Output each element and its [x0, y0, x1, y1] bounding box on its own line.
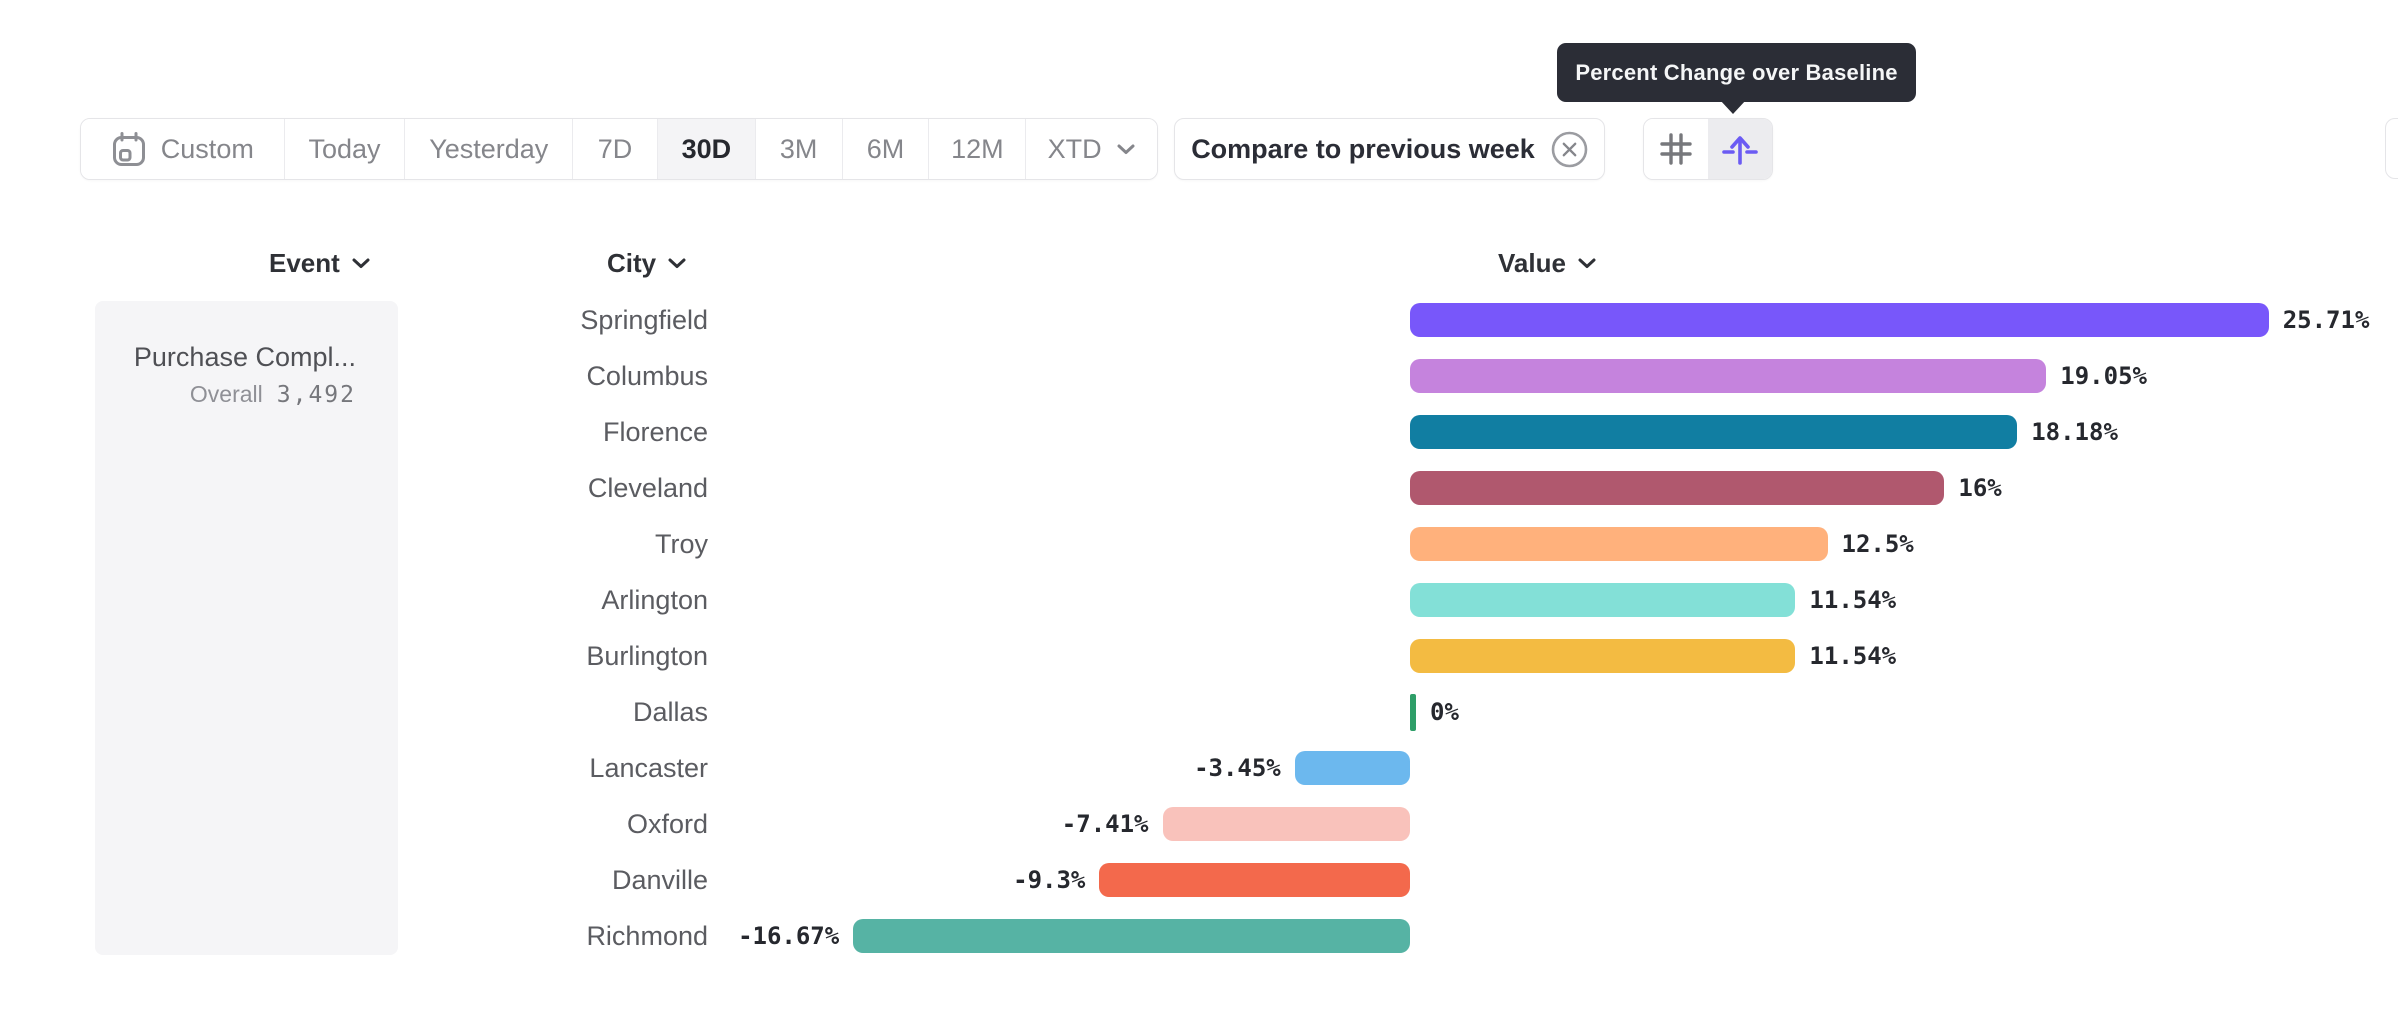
city-label: Danville — [611, 865, 708, 895]
hash-icon — [1657, 130, 1695, 168]
column-header-label: Value — [1498, 247, 1566, 278]
chevron-down-icon — [1577, 257, 1597, 269]
clipped-toolbar-button[interactable] — [2385, 118, 2398, 179]
date-range-label: 3M — [779, 133, 818, 164]
table-row: Burlington 11.54% — [0, 628, 2398, 684]
date-range-label: 6M — [866, 133, 905, 164]
value-label: 18.18% — [2031, 418, 2118, 446]
date-range-custom[interactable]: Custom — [81, 119, 285, 179]
value-bar[interactable] — [1410, 583, 1796, 617]
value-label: 12.5% — [1841, 530, 1914, 558]
value-label: -3.45% — [1194, 754, 1281, 782]
date-range-12m[interactable]: 12M — [929, 119, 1027, 179]
date-range-3m[interactable]: 3M — [755, 119, 843, 179]
event-title: Purchase Compl... — [133, 342, 356, 372]
city-label: Columbus — [586, 361, 708, 391]
value-bar[interactable] — [1162, 807, 1410, 841]
value-label: 0% — [1430, 698, 1459, 726]
column-header-label: City — [607, 247, 657, 278]
chevron-down-icon — [351, 257, 371, 269]
date-range-xtd[interactable]: XTD — [1026, 119, 1157, 179]
date-range-toolbar: Custom Today Yesterday 7D 30D 3M 6M 12M XTD — [80, 118, 1158, 180]
table-row: Cleveland 16% — [0, 460, 2398, 516]
column-header-event[interactable]: Event — [269, 246, 371, 280]
value-label: 11.54% — [1809, 586, 1897, 614]
value-label: -7.41% — [1061, 810, 1149, 838]
column-header-city[interactable]: City — [607, 246, 687, 280]
table-row: Richmond -16.67% — [0, 908, 2398, 964]
value-bar[interactable] — [1410, 471, 1945, 505]
grid-values-button[interactable] — [1644, 119, 1708, 179]
view-toggle-group — [1643, 118, 1773, 180]
value-bar[interactable] — [1294, 751, 1410, 785]
chevron-down-icon — [667, 257, 687, 269]
circle-x-icon[interactable] — [1551, 131, 1588, 168]
city-label: Cleveland — [587, 473, 708, 503]
table-row: Dallas 0% — [0, 684, 2398, 740]
date-range-30d[interactable]: 30D — [657, 119, 756, 179]
value-bar[interactable] — [1410, 415, 2018, 449]
overall-label: Overall — [189, 381, 263, 407]
value-label: -16.67% — [738, 922, 840, 950]
city-label: Dallas — [632, 697, 708, 727]
column-header-value[interactable]: Value — [1498, 246, 1597, 280]
overall-value: 3,492 — [276, 382, 356, 408]
value-label: 19.05% — [2060, 362, 2147, 390]
table-row: Oxford -7.41% — [0, 796, 2398, 852]
date-range-label: 7D — [597, 133, 633, 164]
city-label: Troy — [655, 529, 708, 559]
value-bar[interactable] — [1410, 359, 2047, 393]
table-row: Springfield 25.71% — [0, 292, 2398, 348]
date-range-label: Custom — [160, 133, 254, 164]
table-row: Florence 18.18% — [0, 404, 2398, 460]
value-bar[interactable] — [853, 919, 1410, 953]
compare-chip-label: Compare to previous week — [1191, 133, 1535, 164]
date-range-6m[interactable]: 6M — [842, 119, 930, 179]
date-range-7d[interactable]: 7D — [573, 119, 658, 179]
table-row: Columbus 19.05% — [0, 348, 2398, 404]
date-range-label: Today — [308, 133, 381, 164]
value-bar[interactable] — [1410, 527, 1828, 561]
city-label: Oxford — [626, 809, 708, 839]
value-label: 25.71% — [2282, 306, 2370, 334]
date-range-label: 12M — [951, 133, 1004, 164]
table-row: Lancaster -3.45% — [0, 740, 2398, 796]
date-range-label: 30D — [681, 133, 732, 164]
event-card[interactable]: Purchase Compl... Overall 3,492 — [95, 301, 398, 955]
value-label: 16% — [1958, 474, 2002, 502]
city-label: Arlington — [601, 585, 708, 615]
tooltip-pointer — [1720, 100, 1746, 114]
tooltip: Percent Change over Baseline — [1557, 43, 1916, 102]
percent-change-baseline-button[interactable] — [1708, 119, 1772, 179]
tooltip-text: Percent Change over Baseline — [1575, 59, 1898, 85]
table-row: Danville -9.3% — [0, 852, 2398, 908]
table-row: Arlington 11.54% — [0, 572, 2398, 628]
date-range-label: Yesterday — [429, 133, 549, 164]
city-label: Springfield — [580, 305, 708, 335]
value-bar[interactable] — [1410, 694, 1416, 731]
baseline-arrow-icon — [1720, 129, 1760, 169]
date-range-label: XTD — [1047, 133, 1102, 164]
chevron-down-icon — [1116, 143, 1136, 155]
city-label: Lancaster — [589, 753, 708, 783]
value-label: 11.54% — [1809, 642, 1897, 670]
city-label: Burlington — [586, 641, 708, 671]
date-range-today[interactable]: Today — [284, 119, 406, 179]
column-header-label: Event — [269, 247, 340, 278]
table-row: Troy 12.5% — [0, 516, 2398, 572]
date-range-yesterday[interactable]: Yesterday — [405, 119, 574, 179]
compare-chip[interactable]: Compare to previous week — [1174, 118, 1605, 180]
calendar-icon — [111, 130, 147, 168]
city-label: Richmond — [586, 921, 708, 951]
value-bar[interactable] — [1099, 863, 1410, 897]
value-bar[interactable] — [1410, 639, 1796, 673]
value-bar[interactable] — [1410, 303, 2269, 337]
city-label: Florence — [602, 417, 708, 447]
value-label: -9.3% — [1013, 866, 1086, 894]
